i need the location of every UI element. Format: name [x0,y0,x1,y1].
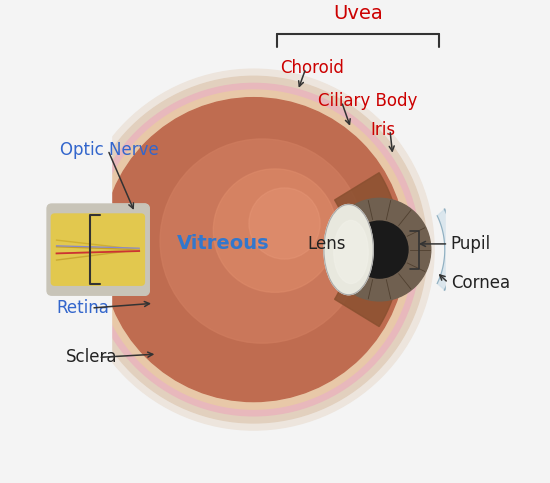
Text: Retina: Retina [57,299,109,317]
Circle shape [213,169,337,292]
Text: Pupil: Pupil [450,235,491,253]
Circle shape [73,69,434,430]
Polygon shape [437,209,454,290]
Circle shape [80,76,427,423]
Text: Cornea: Cornea [450,274,510,292]
Circle shape [160,139,364,343]
Circle shape [351,221,408,278]
Text: Sclera: Sclera [66,348,118,367]
Text: Lens: Lens [307,235,345,253]
Text: Optic Nerve: Optic Nerve [60,141,159,159]
Ellipse shape [324,204,373,295]
Polygon shape [28,0,111,483]
Polygon shape [334,172,401,327]
Circle shape [328,199,431,301]
FancyBboxPatch shape [51,214,145,285]
Polygon shape [446,0,522,483]
Circle shape [249,188,320,259]
Text: Vitreous: Vitreous [177,234,269,254]
FancyBboxPatch shape [47,204,149,295]
Text: Ciliary Body: Ciliary Body [318,92,417,111]
Text: Choroid: Choroid [280,59,344,77]
FancyBboxPatch shape [47,204,149,295]
Circle shape [106,102,401,397]
FancyBboxPatch shape [51,214,145,285]
Text: Iris: Iris [370,121,395,139]
Ellipse shape [334,220,368,284]
Circle shape [94,90,413,409]
Circle shape [87,84,420,416]
Circle shape [102,98,405,401]
Text: Uvea: Uvea [333,4,383,23]
